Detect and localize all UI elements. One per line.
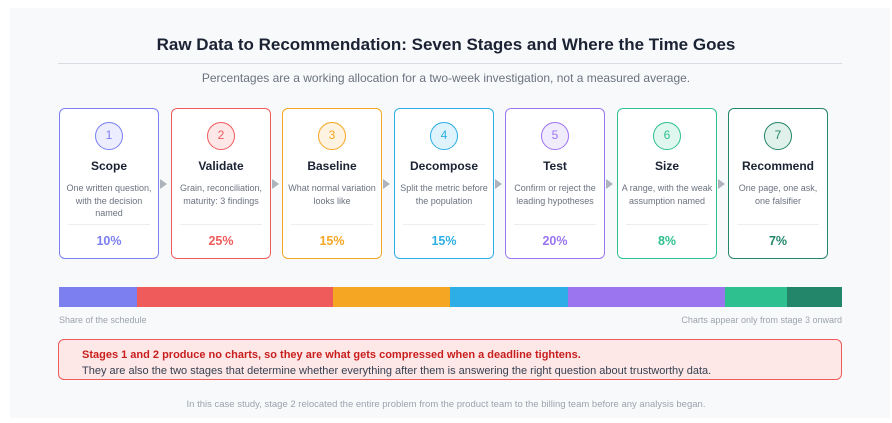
stage-description: Split the metric before the population bbox=[400, 183, 488, 206]
stage-name: Recommend bbox=[741, 159, 815, 173]
stage-divider bbox=[291, 224, 373, 225]
stage-percent: 15% bbox=[431, 234, 457, 248]
stage-percent: 20% bbox=[542, 234, 568, 248]
stage-percent: 7% bbox=[768, 234, 788, 248]
bar-segment-baseline bbox=[333, 287, 451, 307]
stage-number-badge: 7 bbox=[764, 122, 792, 150]
stage-card-validate: 2 Validate Grain, reconciliation, maturity… bbox=[171, 108, 271, 259]
stage-divider bbox=[626, 224, 708, 225]
stage-number-badge: 2 bbox=[207, 122, 235, 150]
flow-arrow-icon bbox=[160, 179, 167, 189]
bar-segment-size bbox=[724, 287, 788, 307]
stage-card-test: 5 Test Confirm or reject the leading hypot… bbox=[505, 108, 605, 259]
stage-description: One written question, with the decision … bbox=[66, 183, 152, 218]
stage-description: A range, with the weak assumption named bbox=[621, 183, 713, 206]
schedule-share-bar bbox=[59, 287, 842, 307]
stage-percent: 25% bbox=[208, 234, 234, 248]
stage-number-badge: 4 bbox=[430, 122, 458, 150]
bar-segment-validate bbox=[137, 287, 334, 307]
callout-body: They are also the two stages that determ… bbox=[82, 365, 712, 377]
stage-description: Grain, reconciliation, maturity: 3 findi… bbox=[179, 183, 263, 206]
stage-number-badge: 3 bbox=[318, 122, 346, 150]
stage-divider bbox=[180, 224, 262, 225]
stage-percent: 15% bbox=[319, 234, 345, 248]
footnote: In this case study, stage 2 relocated th… bbox=[186, 399, 706, 410]
stage-number-badge: 1 bbox=[95, 122, 123, 150]
flow-arrow-icon bbox=[606, 179, 613, 189]
stage-percent: 10% bbox=[96, 234, 122, 248]
stage-divider bbox=[403, 224, 485, 225]
stage-number-badge: 5 bbox=[541, 122, 569, 150]
stage-card-size: 6 Size A range, with the weak assumption n… bbox=[617, 108, 717, 259]
stage-description: What normal variation looks like bbox=[288, 183, 376, 206]
stage-divider bbox=[737, 224, 819, 225]
bar-caption-right: Charts appear only from stage 3 onward bbox=[681, 315, 842, 325]
stage-name: Decompose bbox=[409, 159, 479, 173]
bar-segment-recommend bbox=[787, 287, 842, 307]
bar-segment-scope bbox=[59, 287, 138, 307]
stage-name: Size bbox=[654, 159, 679, 173]
stage-description: One page, one ask, one falsifier bbox=[738, 183, 818, 206]
bar-segment-test bbox=[567, 287, 725, 307]
stage-card-recommend: 7 Recommend One page, one ask, one falsifi… bbox=[728, 108, 828, 259]
stage-description: Confirm or reject the leading hypotheses bbox=[514, 183, 596, 206]
stage-percent: 8% bbox=[657, 234, 677, 248]
stage-card-baseline: 3 Baseline What normal variation looks lik… bbox=[282, 108, 382, 259]
stage-name: Validate bbox=[198, 159, 244, 173]
stage-divider bbox=[514, 224, 596, 225]
flow-arrow-icon bbox=[272, 179, 279, 189]
callout-headline: Stages 1 and 2 produce no charts, so the… bbox=[82, 349, 581, 361]
callout-box: Stages 1 and 2 produce no charts, so the… bbox=[58, 339, 842, 380]
stage-name: Baseline bbox=[307, 159, 357, 173]
stage-name: Test bbox=[543, 159, 567, 173]
stage-card-decompose: 4 Decompose Split the metric before the po… bbox=[394, 108, 494, 259]
stage-divider bbox=[68, 224, 150, 225]
page-title: Raw Data to Recommendation: Seven Stages… bbox=[156, 35, 736, 54]
bar-caption-left: Share of the schedule bbox=[59, 315, 147, 325]
bar-segment-decompose bbox=[450, 287, 568, 307]
stage-card-scope: 1 Scope One written question, with the dec… bbox=[59, 108, 159, 259]
page-subtitle: Percentages are a working allocation for… bbox=[201, 71, 691, 85]
flow-arrow-icon bbox=[718, 179, 725, 189]
title-divider bbox=[58, 63, 842, 64]
stage-number-badge: 6 bbox=[653, 122, 681, 150]
flow-arrow-icon bbox=[383, 179, 390, 189]
stage-name: Scope bbox=[90, 159, 127, 173]
flow-arrow-icon bbox=[495, 179, 502, 189]
